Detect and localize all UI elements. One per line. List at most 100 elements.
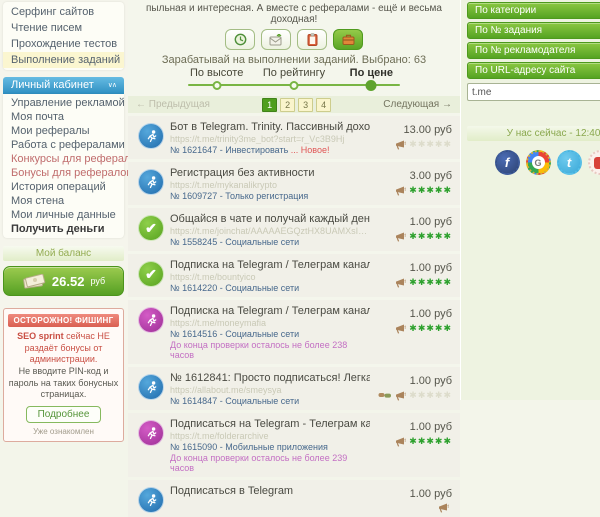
task-title[interactable]: Регистрация без активности bbox=[170, 167, 370, 179]
tests-button[interactable] bbox=[297, 29, 327, 50]
check-icon: ✔ bbox=[145, 266, 157, 283]
google-letter: G bbox=[532, 156, 545, 169]
task-number-category: № 1621647 - Инвестировать bbox=[170, 145, 288, 155]
task-title[interactable]: Общайся в чате и получай каждый день бон… bbox=[170, 213, 370, 225]
balance-amount: 26.52 bbox=[52, 274, 85, 289]
cabinet-menu-item[interactable]: Мои рефералы bbox=[3, 124, 124, 138]
task-title[interactable]: Подписаться в Telegram bbox=[170, 485, 370, 497]
task-price-block: 1.00 руб ✱✱✱✱✱ bbox=[376, 305, 452, 334]
chevron-collapse-icon[interactable]: ∨∧ bbox=[108, 77, 116, 94]
task-price-block: 1.00 руб bbox=[376, 485, 452, 513]
task-info: Регистрация без активности https://t.me/… bbox=[164, 167, 376, 201]
task-rating: ✱✱✱✱✱ bbox=[376, 323, 452, 334]
task-meta: № 1614516 - Социальные сети bbox=[170, 329, 370, 339]
task-number-category: № 1558245 - Социальные сети bbox=[170, 237, 299, 247]
cabinet-menu-item[interactable]: Работа с рефералами bbox=[3, 138, 124, 152]
sort-tab[interactable]: По рейтингу bbox=[255, 67, 332, 79]
details-button[interactable]: Подробнее bbox=[26, 406, 102, 423]
task-title[interactable]: Подписка на Telegram / Телеграм канал bbox=[170, 305, 370, 317]
google-icon[interactable]: G bbox=[526, 150, 551, 175]
task-row[interactable]: ✔ № 1612841: Просто подписаться! Легкая … bbox=[128, 367, 460, 410]
cabinet-menu-item[interactable]: Конкурсы для рефералов bbox=[3, 152, 124, 166]
cabinet-menu-item[interactable]: Бонусы для рефералов bbox=[3, 166, 124, 180]
task-check-deadline: До конца проверки осталось не более 239 … bbox=[170, 453, 370, 473]
megaphone-icon bbox=[395, 437, 406, 447]
task-title[interactable]: Бот в Telegram. Trinity. Пассивный доход… bbox=[170, 121, 370, 133]
page-number[interactable]: 2 bbox=[280, 98, 295, 112]
red-social-icon[interactable] bbox=[588, 150, 600, 175]
page-number[interactable]: 1 bbox=[262, 98, 277, 112]
task-row[interactable]: ✔ Подписка на Telegram / Телеграм канал … bbox=[128, 254, 460, 297]
sidebar-menu-item[interactable]: Прохождение тестов bbox=[3, 36, 124, 52]
facebook-icon[interactable]: f bbox=[495, 150, 520, 175]
next-page-link[interactable]: Следующая → bbox=[383, 99, 452, 110]
balance-button[interactable]: 26.52 руб bbox=[3, 266, 124, 296]
task-meta: № 1614847 - Социальные сети bbox=[170, 396, 370, 406]
cabinet-menu-item[interactable]: Получить деньги bbox=[3, 222, 124, 236]
task-row[interactable]: ✔ Регистрация без активности https://t.m… bbox=[128, 162, 460, 205]
task-row[interactable]: ✔ Подписаться на Telegram - Телеграм кан… bbox=[128, 413, 460, 477]
cabinet-menu-item[interactable]: Управление рекламой bbox=[3, 96, 124, 110]
task-row[interactable]: ✔ Подписаться в Telegram 1.00 руб bbox=[128, 480, 460, 517]
prev-page-link[interactable]: ← Предыдущая bbox=[136, 99, 210, 110]
sidebar-menu-item[interactable]: Чтение писем bbox=[3, 20, 124, 36]
task-url[interactable]: https://t.me/trinity3me_bot?start=r_Vc3B… bbox=[170, 134, 370, 144]
cabinet-menu-item[interactable]: История операций bbox=[3, 180, 124, 194]
tasks-button[interactable] bbox=[333, 29, 363, 50]
cabinet-header[interactable]: Личный кабинет ∨∧ bbox=[3, 77, 124, 94]
cabinet-menu-item[interactable]: Мои личные данные bbox=[3, 208, 124, 222]
cabinet-menu-item[interactable]: Моя почта bbox=[3, 110, 124, 124]
task-url[interactable]: https://t.me/mykanalikrypto bbox=[170, 180, 370, 190]
task-row[interactable]: ✔ Общайся в чате и получай каждый день б… bbox=[128, 208, 460, 251]
task-url[interactable]: https://t.me/moneymafia bbox=[170, 318, 370, 328]
cabinet-title: Личный кабинет bbox=[11, 77, 94, 94]
check-icon: ✔ bbox=[145, 220, 157, 237]
task-title[interactable]: Подписка на Telegram / Телеграм канал bbox=[170, 259, 370, 271]
briefcase-icon bbox=[342, 34, 355, 45]
already-read-link[interactable]: Уже ознакомлен bbox=[8, 427, 119, 436]
handshake-icon bbox=[378, 391, 392, 400]
red-badge-shape bbox=[594, 157, 600, 169]
filter-accordion[interactable]: По № задания ∨∧ bbox=[467, 22, 600, 39]
letters-button[interactable] bbox=[261, 29, 291, 50]
sidebar-menu-item[interactable]: Серфинг сайтов bbox=[3, 4, 124, 20]
task-info: Общайся в чате и получай каждый день бон… bbox=[164, 213, 376, 247]
filter-accordion[interactable]: По № рекламодателя ∨∧ bbox=[467, 42, 600, 59]
runner-icon bbox=[144, 175, 159, 190]
task-number-category: № 1614847 - Социальные сети bbox=[170, 396, 299, 406]
task-url[interactable]: https://t.me/bountyico bbox=[170, 272, 370, 282]
slider-dot-height[interactable] bbox=[212, 81, 221, 90]
cabinet-menu-item[interactable]: Моя стена bbox=[3, 194, 124, 208]
task-url[interactable]: https://t.me/folderarchive bbox=[170, 431, 370, 441]
task-url[interactable]: https://t.me/joinchat/AAAAAEGQztHX8UAMXs… bbox=[170, 226, 370, 236]
surfing-button[interactable] bbox=[225, 29, 255, 50]
twitter-icon[interactable]: t bbox=[557, 150, 582, 175]
page-number[interactable]: 3 bbox=[298, 98, 313, 112]
page-number[interactable]: 4 bbox=[316, 98, 331, 112]
filter-accordion[interactable]: По категории ∨∧ bbox=[467, 2, 600, 19]
task-url[interactable]: https://allabout.me/smeysya bbox=[170, 385, 370, 395]
task-title[interactable]: № 1612841: Просто подписаться! Легкая Ак… bbox=[170, 372, 370, 384]
task-meta: № 1558245 - Социальные сети bbox=[170, 237, 370, 247]
task-price: 1.00 руб bbox=[376, 488, 452, 500]
tasks-heading: Зарабатывай на выполнении заданий. Выбра… bbox=[128, 54, 460, 66]
filter-label: По № задания bbox=[475, 23, 542, 38]
sort-tab[interactable]: По цене bbox=[333, 67, 410, 79]
slider-dot-rating[interactable] bbox=[290, 81, 299, 90]
balance-header: Мой баланс bbox=[3, 246, 124, 261]
slider-dot-price[interactable] bbox=[366, 80, 377, 91]
task-title[interactable]: Подписаться на Telegram - Телеграм канал bbox=[170, 418, 370, 430]
megaphone-icon bbox=[395, 232, 406, 242]
search-input[interactable] bbox=[467, 83, 600, 101]
runner-icon bbox=[144, 493, 159, 508]
task-row[interactable]: ✔ Бот в Telegram. Trinity. Пассивный дох… bbox=[128, 116, 460, 159]
task-row[interactable]: ✔ Подписка на Telegram / Телеграм канал … bbox=[128, 300, 460, 364]
sort-tab[interactable]: По высоте bbox=[178, 67, 255, 79]
task-meta: № 1621647 - Инвестировать ... Новое! bbox=[170, 145, 370, 155]
filter-accordion[interactable]: По URL-адресу сайта ∨∧ bbox=[467, 62, 600, 79]
sidebar-menu-item[interactable]: Выполнение заданий bbox=[3, 52, 124, 68]
task-rating: ✱✱✱✱✱ bbox=[376, 231, 452, 242]
